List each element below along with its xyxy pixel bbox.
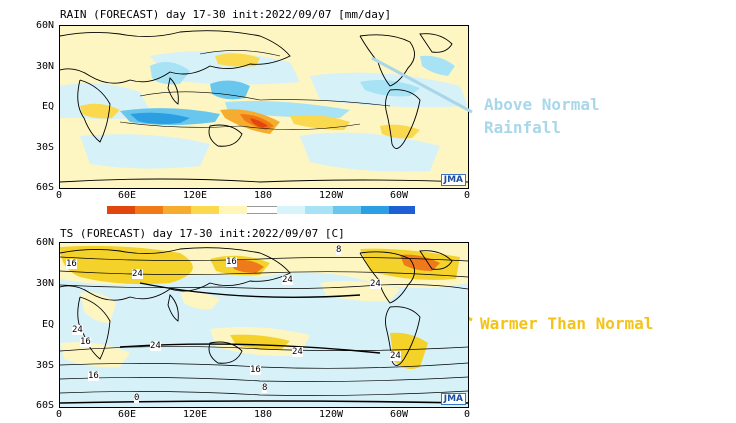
rain-lon-label-120e: 120E <box>182 190 208 201</box>
rain-lat-label-60n: 60N <box>35 20 54 31</box>
ts-lon-label-60e: 60E <box>117 409 137 420</box>
rain-jma-logo: JMA <box>440 174 466 186</box>
ts-jma-logo: JMA <box>440 393 466 405</box>
ts-contour-label: 16 <box>88 371 99 381</box>
rain-colorbar <box>107 206 417 214</box>
rain-callout-line1: Above Normal <box>484 95 600 114</box>
ts-map: 16 24 16 24 24 8 24 16 24 24 16 8 0 24 1… <box>59 242 469 408</box>
rain-callout-line2: Rainfall <box>484 118 562 137</box>
ts-contour-label: 24 <box>292 347 303 357</box>
ts-contour-label: 8 <box>336 245 342 255</box>
ts-panel-title: TS (FORECAST) day 17-30 init:2022/09/07 … <box>60 227 345 240</box>
colorbar-bin <box>191 206 219 214</box>
rain-coastlines <box>60 30 468 183</box>
rain-lon-label-180: 180 <box>253 190 273 201</box>
rain-lon-label-0-east: 0 <box>463 190 471 201</box>
ts-lat-label-30n: 30N <box>35 278 54 289</box>
colorbar-bin <box>389 206 415 214</box>
ts-lon-label-0-east: 0 <box>463 409 471 420</box>
ts-contour-label: 16 <box>250 365 261 375</box>
ts-lat-label-60n: 60N <box>35 237 54 248</box>
ts-coastlines <box>60 247 453 366</box>
colorbar-bin <box>163 206 191 214</box>
colorbar-bin <box>361 206 389 214</box>
ts-lon-label-120w: 120W <box>318 409 344 420</box>
ts-contour-label: 24 <box>370 279 381 289</box>
ts-contour-label: 16 <box>226 257 237 267</box>
ts-lon-label-120e: 120E <box>182 409 208 420</box>
ts-lat-label-30s: 30S <box>35 360 54 371</box>
ts-contour-label: 24 <box>72 325 83 335</box>
ts-contour-label: 16 <box>66 259 77 269</box>
colorbar-bin <box>247 206 277 214</box>
rain-map: JMA <box>59 25 469 189</box>
ts-contour-label: 24 <box>282 275 293 285</box>
ts-lat-label-60s: 60S <box>35 400 54 411</box>
ts-lat-label-eq: EQ <box>41 319 54 330</box>
rain-lon-label-60w: 60W <box>389 190 409 201</box>
ts-lon-label-180: 180 <box>253 409 273 420</box>
rain-lat-label-30n: 30N <box>35 61 54 72</box>
colorbar-bin <box>135 206 163 214</box>
ts-contour-label: 24 <box>150 341 161 351</box>
rain-panel-title: RAIN (FORECAST) day 17-30 init:2022/09/0… <box>60 8 392 21</box>
colorbar-bin <box>305 206 333 214</box>
ts-contour-label: 24 <box>390 351 401 361</box>
rain-lon-label-60e: 60E <box>117 190 137 201</box>
colorbar-bin <box>277 206 305 214</box>
rain-lat-label-60s: 60S <box>35 182 54 193</box>
rain-lat-label-eq: EQ <box>41 101 54 112</box>
ts-contour-label: 8 <box>262 383 268 393</box>
rain-lon-label-120w: 120W <box>318 190 344 201</box>
ts-contour-label: 24 <box>132 269 143 279</box>
rain-lat-label-30s: 30S <box>35 142 54 153</box>
ts-lon-label-60w: 60W <box>389 409 409 420</box>
colorbar-bin <box>333 206 361 214</box>
ts-contour-label: 0 <box>134 393 140 403</box>
rain-contours <box>119 50 391 130</box>
ts-lon-label-0: 0 <box>55 409 63 420</box>
colorbar-bin <box>219 206 247 214</box>
rain-lon-label-0: 0 <box>55 190 63 201</box>
colorbar-bin <box>107 206 135 214</box>
ts-contour-label: 16 <box>80 337 91 347</box>
temp-callout-text: Warmer Than Normal <box>480 314 654 333</box>
